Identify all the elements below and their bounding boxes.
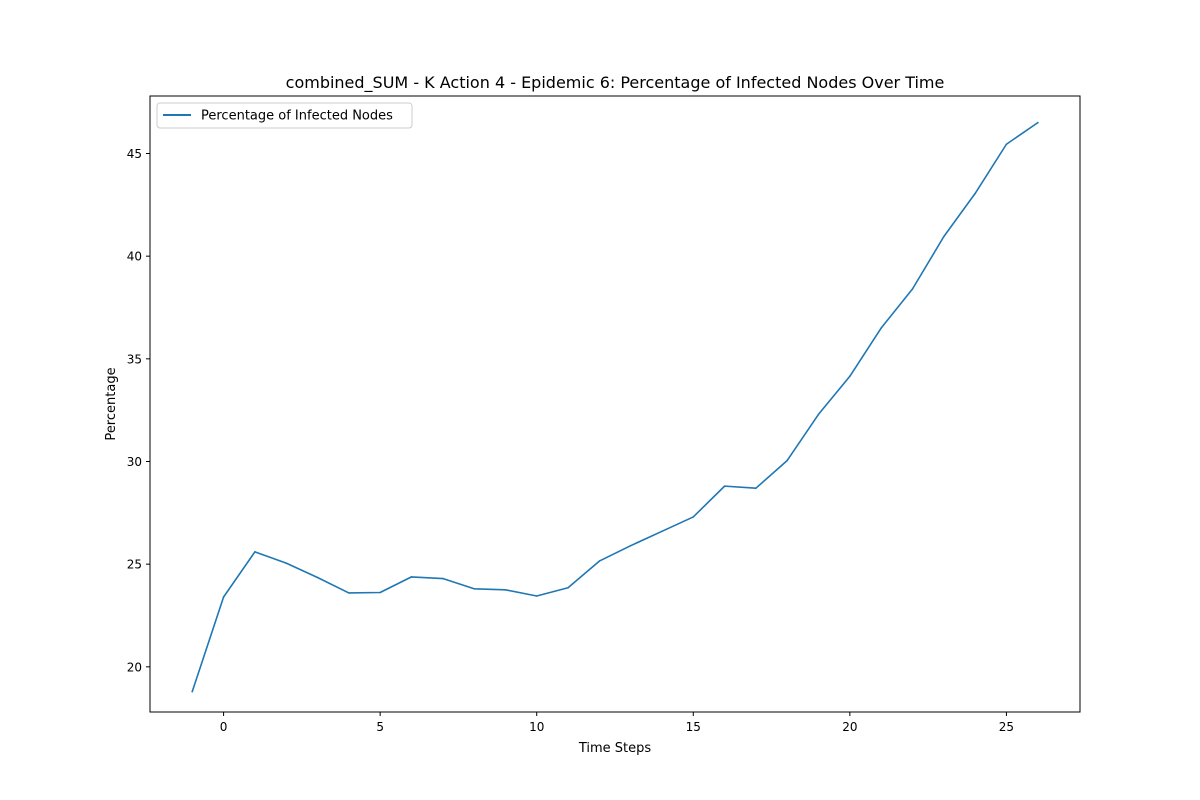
- data-point: [880, 327, 882, 329]
- data-point: [629, 544, 632, 547]
- x-axis: 0 5 10 15 20 25: [220, 712, 1014, 734]
- data-point: [191, 690, 194, 693]
- y-tick-label: 20: [127, 660, 142, 674]
- x-tick-label: 20: [842, 720, 857, 734]
- data-point: [535, 595, 538, 597]
- data-point: [567, 586, 569, 589]
- data-point: [755, 487, 757, 489]
- data-point: [316, 576, 319, 579]
- x-tick-label: 15: [686, 720, 701, 734]
- x-tick-label: 0: [220, 720, 228, 734]
- data-point: [222, 596, 225, 598]
- x-tick-label: 10: [529, 720, 544, 734]
- y-axis: 20 25 30 35 40 45: [127, 147, 150, 674]
- x-tick-label: 25: [999, 720, 1014, 734]
- data-point: [692, 516, 695, 518]
- data-point: [379, 591, 381, 594]
- data-point: [661, 530, 663, 533]
- legend-box: [156, 102, 413, 129]
- data-point: [348, 592, 350, 594]
- data-point: [723, 485, 726, 487]
- data-point: [441, 577, 444, 580]
- data-point: [254, 551, 256, 553]
- data-point: [504, 589, 507, 591]
- data-point: [849, 375, 851, 378]
- y-tick-label: 30: [127, 455, 142, 469]
- y-tick-label: 45: [127, 147, 142, 161]
- data-point: [942, 235, 945, 238]
- y-tick-label: 40: [127, 250, 142, 264]
- series-layer: [191, 121, 1039, 693]
- data-point: [786, 459, 789, 462]
- data-point: [1005, 143, 1008, 146]
- legend: Percentage of Infected Nodes: [156, 102, 413, 129]
- data-point: [473, 588, 475, 590]
- data-point: [911, 288, 914, 290]
- legend-label: Percentage of Infected Nodes: [201, 109, 393, 124]
- plot-area: 0 5 10 15 20 25 20 25 30 35 40 45: [127, 95, 1081, 734]
- data-point: [974, 192, 976, 195]
- y-tick-label: 25: [127, 558, 142, 572]
- plot-frame: [149, 95, 1081, 713]
- y-tick-label: 35: [127, 352, 142, 366]
- data-point: [285, 562, 288, 564]
- x-axis-label: Time Steps: [578, 741, 652, 756]
- data-point: [817, 413, 820, 416]
- data-point: [410, 576, 413, 578]
- data-point: [598, 560, 601, 562]
- chart-title: combined_SUM - K Action 4 - Epidemic 6: …: [286, 73, 945, 93]
- series-line: [191, 121, 1039, 693]
- x-tick-label: 5: [376, 720, 384, 734]
- data-point: [1036, 121, 1039, 124]
- y-axis-label: Percentage: [104, 367, 119, 440]
